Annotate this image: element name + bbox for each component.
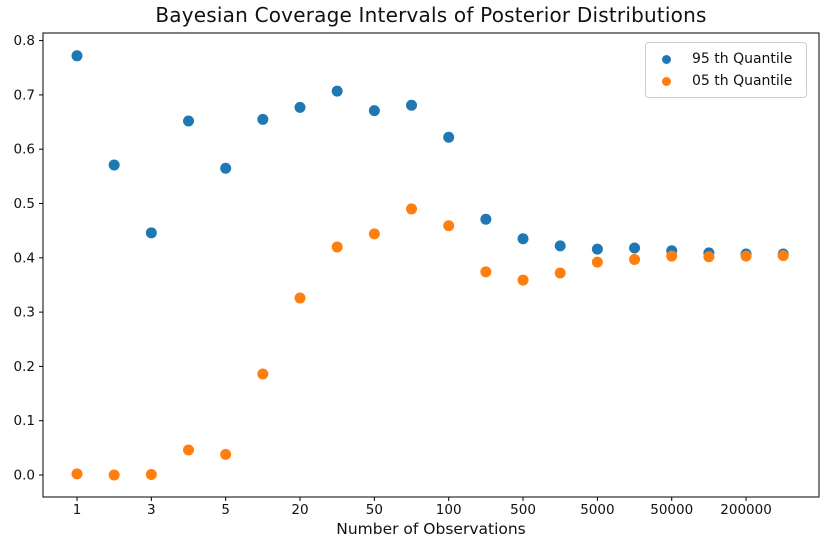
y-tick-label: 0.0 <box>14 468 35 484</box>
data-point-05th-quantile <box>368 228 380 240</box>
x-tick-label: 5 <box>221 502 230 518</box>
x-axis-label: Number of Observations <box>336 520 526 538</box>
data-point-05th-quantile <box>740 250 752 262</box>
data-point-05th-quantile <box>443 220 455 232</box>
y-tick-label: 0.7 <box>14 87 35 103</box>
data-point-95th-quantile <box>406 99 418 111</box>
data-point-05th-quantile <box>331 241 343 253</box>
data-point-05th-quantile <box>257 368 269 380</box>
data-point-05th-quantile <box>145 468 157 480</box>
y-tick-label: 0.1 <box>14 413 35 429</box>
data-point-95th-quantile <box>629 242 641 254</box>
data-point-95th-quantile <box>591 243 603 255</box>
legend-marker-95th-quantile <box>662 54 671 64</box>
data-point-95th-quantile <box>517 233 529 245</box>
data-point-05th-quantile <box>591 256 603 268</box>
legend-label-05th-quantile: 05 th Quantile <box>692 73 793 89</box>
data-point-95th-quantile <box>331 85 343 97</box>
data-point-05th-quantile <box>517 274 529 286</box>
y-tick-label: 0.5 <box>14 196 35 212</box>
data-point-95th-quantile <box>368 105 380 117</box>
data-point-95th-quantile <box>183 115 195 127</box>
x-tick-label: 20 <box>291 502 308 518</box>
data-point-95th-quantile <box>257 113 269 125</box>
data-point-05th-quantile <box>108 469 120 481</box>
data-point-05th-quantile <box>666 250 678 262</box>
data-point-95th-quantile <box>480 213 492 225</box>
y-tick-label: 0.2 <box>14 359 35 375</box>
data-point-95th-quantile <box>108 159 120 171</box>
data-point-05th-quantile <box>406 203 418 215</box>
data-point-05th-quantile <box>554 267 566 279</box>
data-point-95th-quantile <box>220 162 232 174</box>
x-tick-label: 200000 <box>720 502 772 518</box>
data-point-05th-quantile <box>480 266 492 278</box>
x-tick-label: 500 <box>510 502 536 518</box>
data-point-05th-quantile <box>183 444 195 456</box>
y-tick-label: 0.4 <box>14 250 35 266</box>
data-point-05th-quantile <box>703 251 715 263</box>
chart-title: Bayesian Coverage Intervals of Posterior… <box>155 3 707 27</box>
data-point-95th-quantile <box>443 131 455 143</box>
y-tick-label: 0.3 <box>14 305 35 321</box>
data-point-05th-quantile <box>777 250 789 262</box>
y-tick-label: 0.8 <box>14 33 35 49</box>
data-point-05th-quantile <box>220 448 232 460</box>
x-tick-label: 1 <box>73 502 82 518</box>
x-tick-label: 50000 <box>650 502 693 518</box>
data-point-05th-quantile <box>629 253 641 265</box>
data-point-95th-quantile <box>71 50 83 62</box>
data-point-05th-quantile <box>71 468 83 480</box>
data-point-95th-quantile <box>554 240 566 252</box>
y-tick-label: 0.6 <box>14 142 35 158</box>
legend-marker-05th-quantile <box>662 76 671 86</box>
plot-border <box>42 32 820 498</box>
x-tick-label: 100 <box>436 502 462 518</box>
x-tick-label: 3 <box>147 502 156 518</box>
legend: 95 th Quantile 05 th Quantile <box>645 42 807 98</box>
legend-label-95th-quantile: 95 th Quantile <box>692 51 793 67</box>
data-point-05th-quantile <box>294 292 306 304</box>
legend-item-05th-quantile: 05 th Quantile <box>646 70 800 92</box>
legend-item-95th-quantile: 95 th Quantile <box>646 48 800 70</box>
data-point-95th-quantile <box>145 227 157 239</box>
x-tick-label: 5000 <box>580 502 614 518</box>
data-point-95th-quantile <box>294 101 306 113</box>
x-tick-label: 50 <box>366 502 383 518</box>
